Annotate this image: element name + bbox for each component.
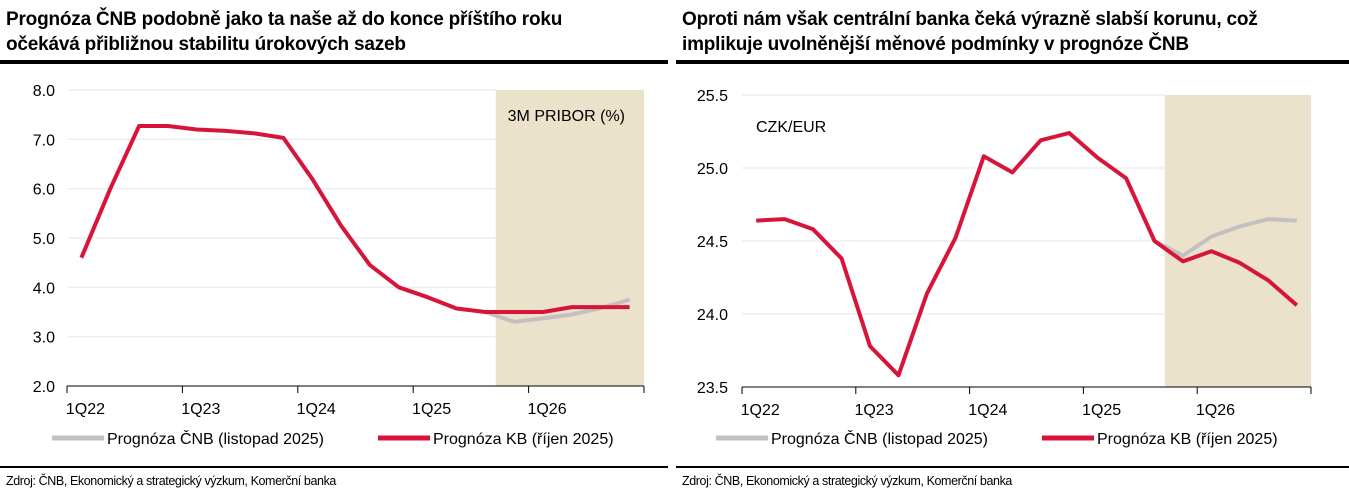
- x-tick-label: 1Q26: [1196, 402, 1235, 419]
- chart-title: Oproti nám však centrální banka čeká výr…: [682, 7, 1258, 57]
- y-tick-label: 25.5: [697, 88, 728, 105]
- y-tick-label: 23.5: [697, 380, 728, 397]
- divider: [0, 60, 668, 64]
- chart-panel-pribor: Prognóza ČNB podobně jako ta naše až do …: [0, 0, 668, 493]
- divider: [0, 466, 668, 468]
- y-tick-label: 24.0: [697, 307, 728, 324]
- y-tick-label: 3.0: [33, 330, 55, 347]
- series-line: [1153, 217, 1297, 258]
- series-line: [79, 124, 630, 314]
- chart-title: Prognóza ČNB podobně jako ta naše až do …: [6, 7, 562, 57]
- x-tick-label: 1Q25: [1082, 402, 1121, 419]
- y-tick-label: 4.0: [33, 280, 55, 297]
- x-tick-label: 1Q25: [412, 401, 451, 418]
- y-tick-label: 24.5: [697, 234, 728, 251]
- x-tick-label: 1Q23: [854, 402, 893, 419]
- y-tick-label: 8.0: [33, 83, 55, 100]
- x-tick-label: 1Q22: [741, 402, 780, 419]
- x-tick-label: 1Q26: [527, 401, 566, 418]
- chart-panel-czkeur: Oproti nám však centrální banka čeká výr…: [676, 0, 1349, 493]
- source-note: Zdroj: ČNB, Ekonomický a strategický výz…: [682, 474, 1012, 488]
- title-line-1: Prognóza ČNB podobně jako ta naše až do …: [6, 9, 563, 30]
- x-tick-label: 1Q24: [968, 402, 1007, 419]
- czkeur-chart: 23.5 24.0 24.5 25.0 25.5 1Q22 1Q23 1Q24 1Q25 1Q26…: [697, 88, 1312, 448]
- legend-label: Prognóza KB (říjen 2025): [1097, 431, 1278, 448]
- chart-annotation: 3M PRIBOR (%): [508, 108, 625, 125]
- title-line-2: implikuje uvolněnější měnové podmínky v …: [682, 34, 1189, 55]
- title-line-1: Oproti nám však centrální banka čeká výr…: [682, 9, 1258, 30]
- divider: [676, 466, 1349, 468]
- x-tick-label: 1Q23: [181, 401, 220, 418]
- source-note: Zdroj: ČNB, Ekonomický a strategický výz…: [6, 474, 336, 488]
- y-tick-label: 6.0: [33, 182, 55, 199]
- forecast-shade: [1164, 95, 1311, 387]
- y-tick-label: 7.0: [33, 132, 55, 149]
- y-tick-label: 5.0: [33, 231, 55, 248]
- divider: [676, 60, 1349, 64]
- legend-label: Prognóza KB (říjen 2025): [433, 431, 614, 448]
- x-tick-label: 1Q22: [66, 401, 105, 418]
- x-tick-label: 1Q24: [297, 401, 336, 418]
- legend-label: Prognóza ČNB (listopad 2025): [107, 429, 324, 448]
- series-line: [756, 131, 1299, 378]
- title-line-2: očekává přibližnou stabilitu úrokových s…: [6, 34, 406, 55]
- y-tick-label: 25.0: [697, 161, 728, 178]
- chart-annotation: CZK/EUR: [756, 119, 826, 136]
- forecast-shade: [495, 90, 644, 386]
- pribor-chart: 2.0 3.0 4.0 5.0 6.0 7.0 8.0 1Q22 1Q23 1Q24 1Q25 1Q2…: [33, 83, 645, 448]
- legend-label: Prognóza ČNB (listopad 2025): [771, 429, 988, 448]
- y-tick-label: 2.0: [33, 379, 55, 396]
